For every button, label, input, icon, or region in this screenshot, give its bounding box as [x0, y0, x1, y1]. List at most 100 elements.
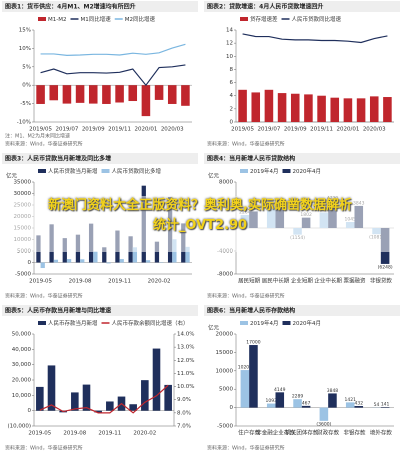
source: 资料来源：Wind，华泰证券研究所: [5, 293, 83, 300]
y-tick-label: -5000: [15, 272, 31, 278]
source: 资料来源：Wind，华泰证券研究所: [207, 293, 285, 300]
header-bg: [2, 153, 198, 164]
y2-tick-label: 8.0%: [177, 410, 191, 416]
y-tick-label: 40,000: [12, 347, 32, 353]
line: [40, 64, 186, 87]
bar: [369, 96, 379, 122]
data-label: 4149: [274, 387, 286, 393]
bar: [304, 94, 313, 122]
line: [40, 43, 186, 56]
bar: [164, 384, 172, 411]
legend-label: 2020年4月: [293, 319, 322, 327]
bar: [319, 407, 329, 421]
header-bg: [204, 1, 400, 12]
x-tick-label: 居民短期: [238, 277, 261, 285]
y-tick-label: 0: [28, 260, 32, 266]
bar: [75, 85, 85, 103]
bar: [293, 399, 302, 408]
bar: [82, 384, 91, 411]
y-tick-label: -10%: [17, 120, 31, 126]
legend-swatch: [38, 169, 46, 173]
bar: [106, 262, 111, 264]
header-bg: [204, 153, 400, 164]
bar: [36, 386, 44, 411]
bar: [47, 365, 56, 411]
legend-swatch: [38, 321, 46, 325]
source: 资料来源：Wind，华泰证券研究所: [5, 445, 83, 452]
bar: [356, 98, 366, 122]
legend-label: 人民币贷款当月新增: [48, 167, 98, 175]
bar: [167, 85, 177, 104]
x-tick-label: 非银存款: [343, 429, 366, 437]
bar: [154, 241, 160, 263]
data-label: 1093: [265, 398, 277, 404]
line: [242, 33, 388, 44]
y-tick-label: 2: [230, 106, 234, 112]
source: 资料来源：Wind，华泰证券研究所: [5, 141, 83, 148]
x-tick-label: 机关团体存款: [285, 429, 319, 437]
y2-tick-label: 11.0%: [177, 371, 194, 377]
x-tick-label: 2020/03: [363, 127, 386, 133]
banner-line: 统计_OVT2.90: [152, 218, 248, 233]
y-tick-label: 6: [230, 80, 234, 86]
y2-tick-label: 10.0%: [177, 384, 194, 390]
y-tick-label: -5%: [20, 101, 31, 107]
legend-swatch: [282, 169, 291, 173]
y2-tick-label: 12.0%: [177, 358, 194, 364]
data-label: 17000: [246, 340, 260, 346]
data-label: 141: [381, 402, 390, 408]
chart-title: 图表3：人民币贷款当月新增及同比多增: [5, 155, 111, 163]
y-tick-label: 15000: [216, 350, 234, 356]
data-label: 432: [354, 401, 363, 407]
y-tick-label: 30,000: [12, 362, 32, 368]
bar: [240, 370, 250, 408]
x-tick-label: 境外存款: [370, 429, 393, 437]
y-tick-label: 20,000: [12, 378, 32, 384]
x-tick-label: 2019-11: [98, 431, 121, 437]
y-tick-label: 10,000: [12, 393, 32, 399]
bar: [317, 95, 326, 122]
y-tick-label: 5%: [22, 64, 31, 70]
y-tick-label: 5000: [219, 387, 233, 393]
bar: [132, 247, 138, 263]
bar: [275, 392, 285, 408]
chart-title: 图表1：货币供应：4月M1、M2增速均有所回升: [5, 3, 136, 11]
legend-swatch: [38, 17, 46, 21]
bar: [102, 85, 111, 104]
legend-label: 2020年4月: [293, 167, 322, 175]
y-tick-label: 12: [226, 41, 233, 47]
legend-swatch: [101, 169, 110, 173]
data-label: (6248): [378, 264, 393, 270]
bar: [354, 406, 364, 408]
y-tick-label: 8: [230, 67, 234, 73]
legend-label: 2019年4月: [250, 319, 279, 327]
x-tick-label: 2019/07: [257, 127, 280, 133]
x-tick-label: 2020-02: [148, 279, 171, 285]
x-tick-label: 住户存款: [238, 429, 261, 437]
x-tick-label: 2019-11: [108, 279, 131, 285]
source: 资料来源：Wind，华泰证券研究所: [207, 141, 285, 148]
bar: [154, 85, 164, 100]
x-tick-label: 2019/05: [231, 127, 254, 133]
legend-swatch: [282, 321, 291, 325]
bar: [277, 93, 287, 122]
data-label: (3600): [316, 421, 331, 427]
x-tick-label: 2019/09: [82, 127, 105, 133]
bar: [128, 85, 138, 102]
header-bg: [204, 305, 400, 316]
data-label: 467: [302, 400, 311, 406]
source: 资料来源：Wind，华泰证券研究所: [207, 445, 285, 452]
x-tick-label: 2019/07: [55, 127, 78, 133]
data-label: 1421: [344, 397, 356, 403]
x-tick-label: 2020/01: [134, 127, 157, 133]
y2-tick-label: 7.0%: [177, 424, 191, 430]
x-tick-label: 非银贷款: [370, 277, 393, 285]
bar: [264, 89, 274, 122]
bar: [152, 348, 161, 411]
y-tick-label: 20000: [216, 332, 234, 338]
legend-swatch: [240, 321, 248, 325]
y-tick-label: 0: [230, 405, 234, 411]
legend-label: 人民币贷款同比多增: [112, 167, 162, 175]
y-tick-label: -5000: [217, 424, 233, 430]
